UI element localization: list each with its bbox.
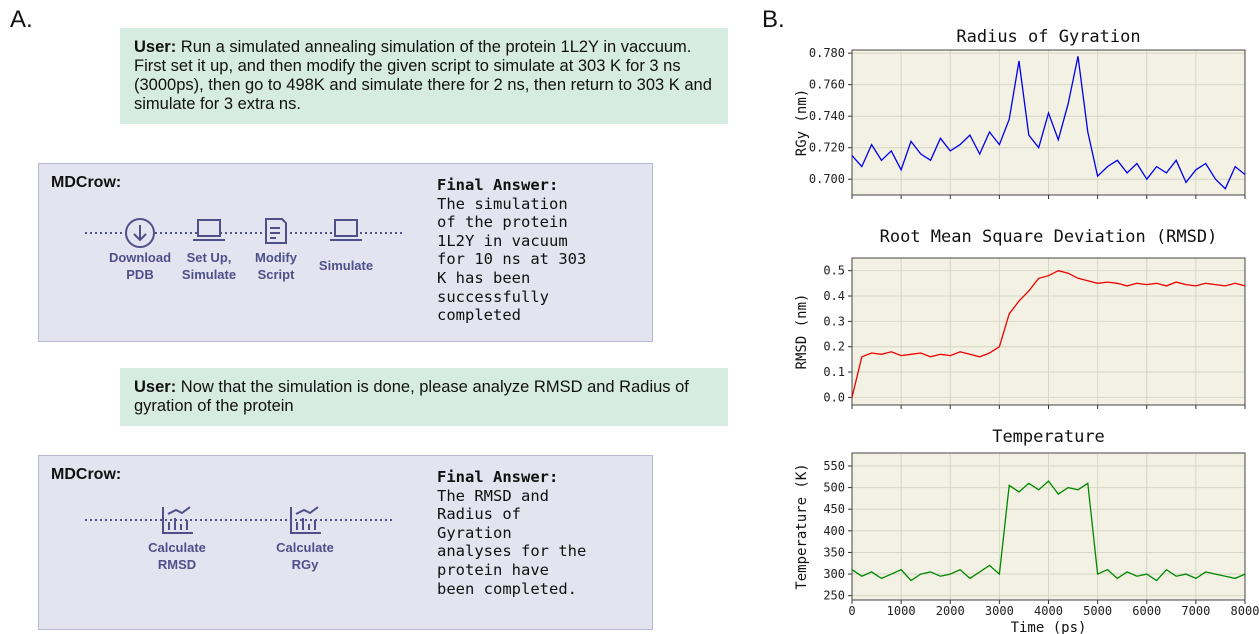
y-tick-label: 0.0 <box>823 390 845 404</box>
y-tick-label: 400 <box>823 524 845 538</box>
y-tick-label: 300 <box>823 567 845 581</box>
x-tick-label: 6000 <box>1132 604 1161 618</box>
x-axis-label: Time (ps) <box>1011 620 1087 634</box>
chart-icon <box>163 507 193 533</box>
y-tick-label: 0.3 <box>823 314 845 328</box>
y-tick-label: 0.700 <box>809 172 845 186</box>
x-tick-label: 2000 <box>936 604 965 618</box>
step-label: Set Up, <box>187 250 232 265</box>
laptop-icon <box>335 220 357 236</box>
y-axis-label: RGy (nm) <box>794 89 810 156</box>
x-tick-label: 4000 <box>1034 604 1063 618</box>
y-tick-label: 0.2 <box>823 340 845 354</box>
y-tick-label: 550 <box>823 459 845 473</box>
step-label: Modify <box>255 250 298 265</box>
chart-title: Temperature <box>992 427 1105 447</box>
y-axis-label: RMSD (nm) <box>794 294 810 370</box>
y-tick-label: 0.4 <box>823 289 845 303</box>
y-tick-label: 350 <box>823 545 845 559</box>
drawing: Download PDB Set Up, Simulate Modify Script Si… <box>0 0 1259 634</box>
laptop-icon <box>198 220 220 236</box>
step-label: Download <box>109 250 171 265</box>
y-tick-label: 0.740 <box>809 109 845 123</box>
step-label: PDB <box>126 267 153 282</box>
step-label: Simulate <box>182 267 236 282</box>
y-tick-label: 250 <box>823 589 845 603</box>
y-tick-label: 0.780 <box>809 46 845 60</box>
x-tick-label: 0 <box>848 604 855 618</box>
y-tick-label: 0.5 <box>823 264 845 278</box>
y-tick-label: 0.720 <box>809 141 845 155</box>
step-label: RGy <box>292 557 320 572</box>
y-tick-label: 0.1 <box>823 365 845 379</box>
y-tick-label: 450 <box>823 502 845 516</box>
step-label: Script <box>258 267 296 282</box>
chart-title: Radius of Gyration <box>956 27 1140 47</box>
script-icon <box>266 219 286 243</box>
x-tick-label: 3000 <box>985 604 1014 618</box>
x-tick-label: 8000 <box>1231 604 1259 618</box>
x-tick-label: 1000 <box>887 604 916 618</box>
chart-title: Root Mean Square Deviation (RMSD) <box>880 227 1218 247</box>
step-label: Calculate <box>276 540 334 555</box>
x-tick-label: 7000 <box>1181 604 1210 618</box>
x-tick-label: 5000 <box>1083 604 1112 618</box>
step-label: RMSD <box>158 557 196 572</box>
step-label: Simulate <box>319 258 373 273</box>
y-tick-label: 0.760 <box>809 78 845 92</box>
step-label: Calculate <box>148 540 206 555</box>
y-axis-label: Temperature (K) <box>794 463 810 589</box>
figure: A. B. User: Run a simulated annealing si… <box>0 0 1259 634</box>
y-tick-label: 500 <box>823 481 845 495</box>
